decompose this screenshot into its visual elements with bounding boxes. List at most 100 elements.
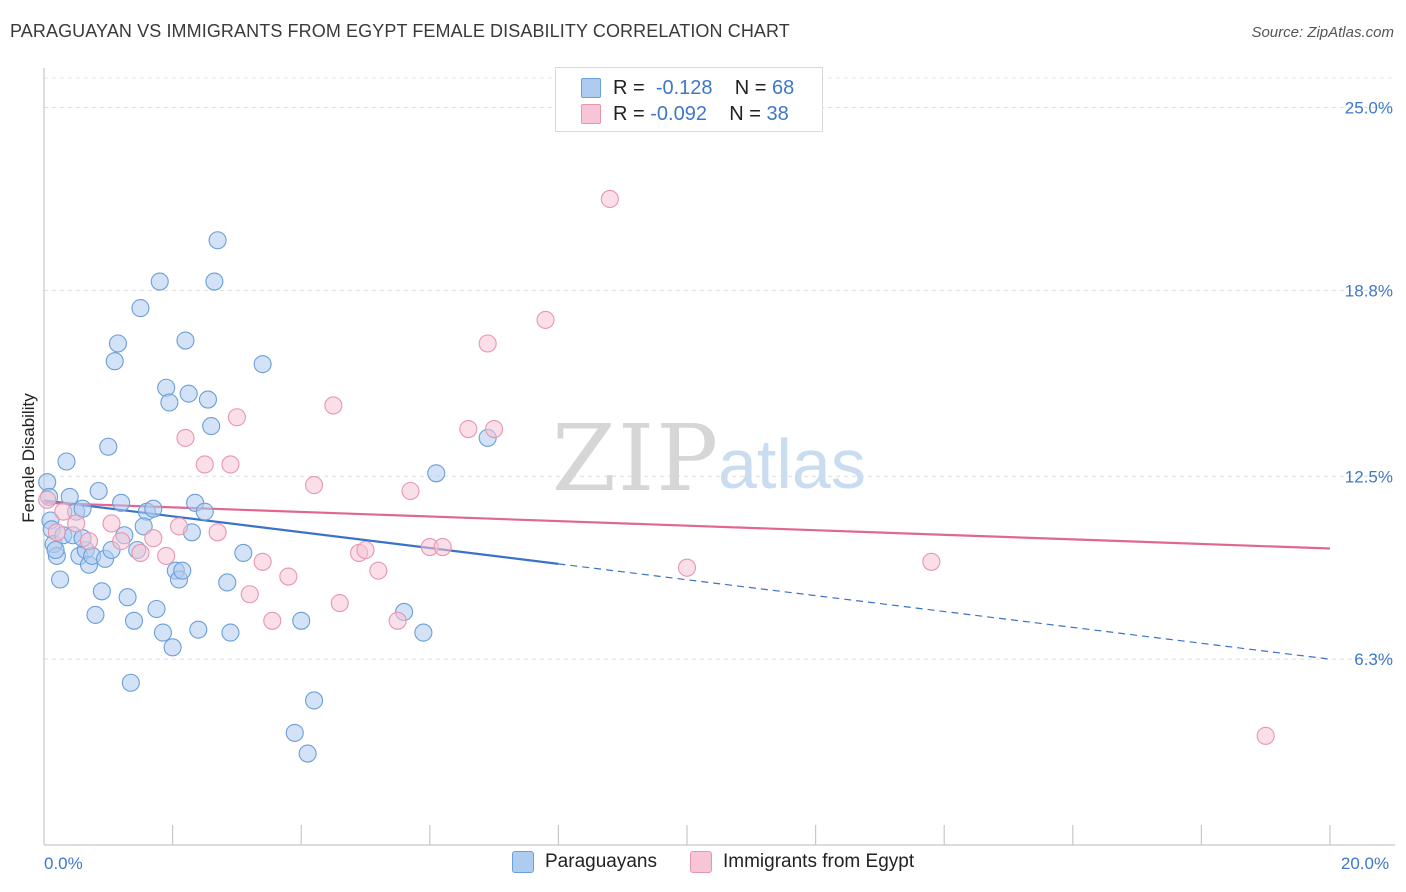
- data-point-egypt: [169, 517, 189, 536]
- watermark: ZIP atlas: [552, 405, 866, 512]
- data-point-egypt: [208, 523, 227, 542]
- legend-r-value: -0.128: [655, 76, 713, 99]
- data-point-paraguayan: [92, 582, 111, 601]
- y-tick-label: 6.3%: [1354, 650, 1393, 669]
- data-point-egypt: [536, 310, 555, 329]
- legend-swatch-egypt: [581, 104, 601, 124]
- series-legend-paraguayans[interactable]: Paraguayans: [512, 851, 657, 873]
- data-point-egypt: [67, 514, 86, 533]
- data-point-egypt: [263, 611, 282, 630]
- data-points: [38, 189, 1275, 763]
- data-point-paraguayan: [147, 599, 166, 619]
- data-point-egypt: [240, 585, 259, 604]
- data-point-paraguayan: [253, 355, 272, 374]
- data-point-egypt: [112, 532, 131, 551]
- legend-swatch-paraguayans: [581, 78, 601, 98]
- y-tick-labels: 6.3% 12.5% 18.8% 25.0%: [1345, 99, 1393, 670]
- data-point-egypt: [459, 419, 478, 439]
- data-point-paraguayan: [108, 334, 127, 353]
- data-point-paraguayan: [234, 543, 253, 563]
- data-point-paraguayan: [118, 588, 137, 607]
- data-point-paraguayan: [134, 517, 153, 536]
- data-point-paraguayan: [144, 499, 163, 518]
- data-point-paraguayan: [176, 331, 195, 350]
- y-tick-label: 18.8%: [1345, 281, 1393, 300]
- data-point-egypt: [279, 567, 298, 586]
- data-point-paraguayan: [160, 393, 179, 412]
- source-label: Source: ZipAtlas.com: [1251, 24, 1394, 41]
- data-point-egypt: [253, 552, 272, 571]
- trend-line-solid: [43, 499, 559, 565]
- data-point-paraguayan: [285, 723, 304, 742]
- data-point-egypt: [176, 428, 195, 447]
- data-point-egypt: [144, 529, 163, 548]
- data-point-paraguayan: [131, 299, 150, 318]
- data-point-egypt: [433, 537, 452, 557]
- data-point-egypt: [478, 334, 497, 353]
- data-point-paraguayan: [105, 352, 124, 371]
- series-swatch-paraguayans: [512, 851, 534, 873]
- data-point-egypt: [388, 611, 407, 630]
- data-point-paraguayan: [202, 417, 221, 436]
- y-tick-label: 12.5%: [1345, 467, 1393, 486]
- data-point-egypt: [922, 552, 941, 571]
- gridlines: [44, 77, 1395, 660]
- data-point-paraguayan: [89, 481, 108, 501]
- data-point-egypt: [102, 514, 121, 533]
- legend-n-label: N =: [734, 76, 767, 99]
- data-point-egypt: [47, 523, 66, 542]
- data-point-paraguayan: [179, 384, 198, 403]
- legend-r-label: R =: [613, 76, 645, 99]
- data-point-paraguayan: [427, 464, 446, 483]
- data-point-egypt: [330, 594, 349, 613]
- data-point-paraguayan: [57, 452, 76, 471]
- correlation-legend: R = -0.128 N = 68 R = -0.092 N = 38: [555, 67, 823, 132]
- legend-r-value: -0.092: [650, 102, 707, 125]
- data-point-egypt: [1256, 726, 1275, 745]
- data-point-paraguayan: [150, 272, 169, 291]
- data-point-egypt: [38, 490, 57, 509]
- data-point-paraguayan: [112, 493, 131, 512]
- series-swatch-egypt: [690, 851, 712, 873]
- data-point-paraguayan: [157, 378, 176, 397]
- data-point-egypt: [79, 532, 99, 551]
- data-point-egypt: [54, 502, 73, 521]
- data-point-egypt: [131, 543, 150, 563]
- data-point-paraguayan: [173, 561, 192, 580]
- data-point-paraguayan: [205, 272, 224, 291]
- trend-line-dashed: [558, 563, 1331, 660]
- data-point-egypt: [600, 189, 619, 208]
- data-point-paraguayan: [163, 638, 182, 657]
- data-point-paraguayan: [198, 390, 218, 409]
- data-point-egypt: [356, 540, 375, 560]
- data-point-egypt: [195, 455, 214, 474]
- legend-n-label: N =: [729, 102, 761, 125]
- data-point-paraguayan: [298, 744, 317, 763]
- data-point-paraguayan: [305, 691, 324, 710]
- x-tick-label: 0.0%: [44, 854, 83, 873]
- data-point-paraguayan: [221, 623, 240, 642]
- data-point-egypt: [677, 558, 697, 577]
- y-tick-label: 25.0%: [1345, 99, 1393, 118]
- series-legend-egypt[interactable]: Immigrants from Egypt: [690, 851, 914, 873]
- y-axis-label: Female Disability: [19, 393, 38, 523]
- series-label-paraguayans: Paraguayans: [545, 851, 657, 872]
- x-tick-label: 20.0%: [1341, 854, 1389, 873]
- data-point-paraguayan: [86, 605, 105, 624]
- data-point-egypt: [324, 396, 343, 415]
- chart-title: PARAGUAYAN VS IMMIGRANTS FROM EGYPT FEMA…: [10, 21, 790, 41]
- legend-n-value: 38: [766, 102, 789, 125]
- data-point-paraguayan: [121, 673, 140, 692]
- axes: [43, 68, 1395, 846]
- trend-line-solid: [43, 501, 1331, 550]
- watermark-atlas: atlas: [718, 425, 866, 503]
- data-point-egypt: [221, 455, 240, 474]
- trend-lines: [43, 499, 1331, 660]
- data-point-egypt: [485, 419, 504, 439]
- data-point-paraguayan: [99, 437, 118, 456]
- data-point-paraguayan: [208, 231, 227, 250]
- data-point-egypt: [157, 546, 176, 565]
- data-point-paraguayan: [124, 611, 144, 630]
- data-point-paraguayan: [218, 573, 237, 592]
